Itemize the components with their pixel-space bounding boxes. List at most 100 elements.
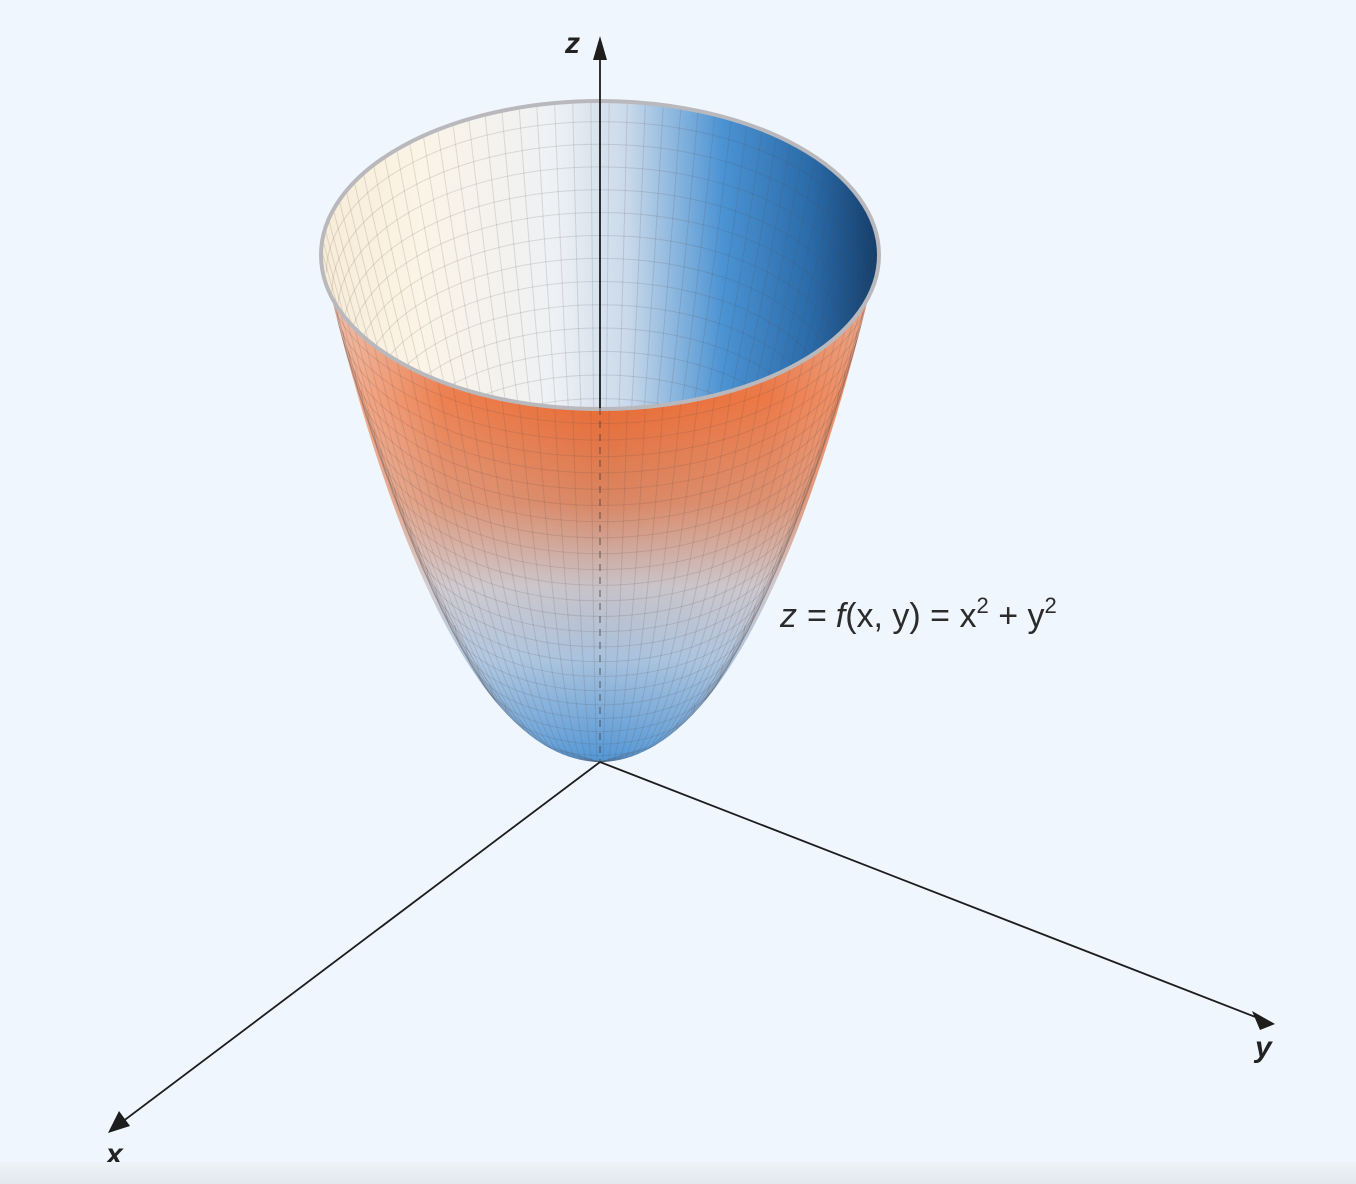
mesh-meridian [422, 371, 601, 762]
mesh-meridian [599, 257, 879, 762]
mesh-meridian [536, 402, 601, 762]
mesh-level-curve [387, 468, 813, 586]
mesh-inner-meridian [324, 227, 601, 409]
mesh-inner-meridian [468, 117, 601, 409]
mesh-meridian [599, 383, 748, 762]
mesh-level-curve [342, 331, 858, 474]
mesh-meridian [372, 342, 601, 762]
mesh-meridian [599, 287, 873, 762]
mesh-inner-meridian [590, 101, 601, 409]
x-axis-arrowhead [108, 1111, 130, 1133]
mesh-meridian [599, 297, 868, 762]
mesh-meridian [468, 388, 601, 762]
mesh-level-curve [360, 390, 840, 523]
mesh-meridian [321, 267, 601, 762]
mesh-inner-meridian [332, 208, 601, 409]
mesh-inner-meridian [372, 163, 601, 409]
mesh-meridian [599, 378, 763, 762]
mesh-meridian [572, 406, 601, 762]
mesh-inner-meridian [599, 198, 862, 409]
mesh-meridian [518, 400, 601, 762]
mesh-inner-meridian [327, 217, 601, 409]
mesh-inner-meridian [599, 180, 847, 409]
mesh-meridian [599, 342, 828, 762]
mesh-inner-meridian [599, 101, 610, 409]
mesh-inner-meridian [536, 102, 601, 409]
mesh-inner-meridian [345, 189, 601, 409]
mesh-meridian [599, 388, 732, 762]
mesh-level-curve [435, 585, 765, 677]
mesh-inner-meridian [452, 122, 601, 409]
mesh-inner-meridian [383, 155, 601, 409]
mesh-inner-meridian [599, 105, 682, 409]
equation-args: (x, y) = x [845, 597, 976, 635]
z-axis [593, 36, 607, 408]
mesh-inner-meridian [599, 127, 763, 409]
mesh-meridian [599, 277, 876, 762]
mesh-inner-meridian [572, 101, 601, 409]
mesh-meridian [383, 350, 601, 762]
mesh-meridian [599, 406, 610, 762]
mesh-meridian [324, 277, 601, 762]
mesh-inner-meridian [599, 189, 855, 409]
mesh-meridian [599, 406, 628, 762]
mesh-inner-meridian [437, 127, 601, 409]
mesh-inner-meridian [395, 147, 601, 409]
mesh-inner-meridian [599, 208, 868, 409]
mesh-inner-meridian [599, 155, 817, 409]
mesh-inner-meridian [518, 105, 601, 409]
mesh-inner-meridian [599, 133, 778, 409]
mesh-meridian [599, 365, 792, 762]
mesh-level-curve [367, 409, 833, 539]
z-axis-arrowhead [593, 36, 607, 60]
mesh-inner-meridian [554, 101, 601, 409]
mesh-meridian [599, 393, 716, 762]
mesh-meridian [599, 371, 778, 762]
z-axis-label: z [564, 27, 580, 60]
mesh-meridian [599, 350, 817, 762]
equation-plus-term: + y [989, 597, 1045, 635]
mesh-inner-meridian [599, 227, 876, 409]
mesh-meridian [599, 400, 682, 762]
mesh-meridian [395, 358, 601, 762]
equation-exponent-2: 2 [1045, 593, 1057, 618]
y-axis-arrowhead [1252, 1011, 1275, 1030]
mesh-inner-meridian [599, 140, 792, 409]
mesh-inner-meridian [408, 140, 601, 409]
x-axis [108, 761, 601, 1133]
mesh-inner-meridian [353, 180, 601, 409]
mesh-meridian [327, 287, 601, 762]
mesh-meridian [599, 397, 699, 762]
mesh-inner-meridian [362, 171, 601, 409]
mesh-meridian [599, 402, 664, 762]
mesh-level-curve [394, 487, 806, 602]
bottom-edge-shade [0, 1162, 1356, 1184]
y-axis-label: y [1253, 1031, 1273, 1064]
mesh-level-curve [444, 605, 756, 692]
mesh-inner-meridian [599, 122, 748, 409]
mesh-level-curve [465, 644, 735, 720]
paraboloid-outer-surface [321, 253, 879, 762]
mesh-inner-meridian [599, 217, 873, 409]
mesh-meridian [437, 378, 601, 762]
mesh-inner-meridian [599, 101, 628, 409]
mesh-level-curve [477, 664, 723, 733]
mesh-meridian [452, 383, 601, 762]
mesh-inner-meridian [422, 133, 601, 409]
equation-exponent-1: 2 [977, 593, 989, 618]
mesh-level-curve [337, 311, 863, 458]
mesh-inner-meridian [599, 171, 838, 409]
mesh-meridian [590, 406, 601, 762]
mesh-level-curve [454, 624, 746, 706]
equation-label: z = f(x, y) = x2 + y2 [779, 593, 1057, 635]
mesh-meridian [332, 297, 601, 762]
mesh-meridian [408, 365, 601, 762]
mesh-meridian [599, 267, 879, 762]
y-axis [599, 761, 1275, 1030]
mesh-meridian [599, 358, 805, 762]
mesh-meridian [501, 397, 601, 762]
mesh-inner-meridian [599, 163, 828, 409]
mesh-meridian [554, 404, 601, 762]
